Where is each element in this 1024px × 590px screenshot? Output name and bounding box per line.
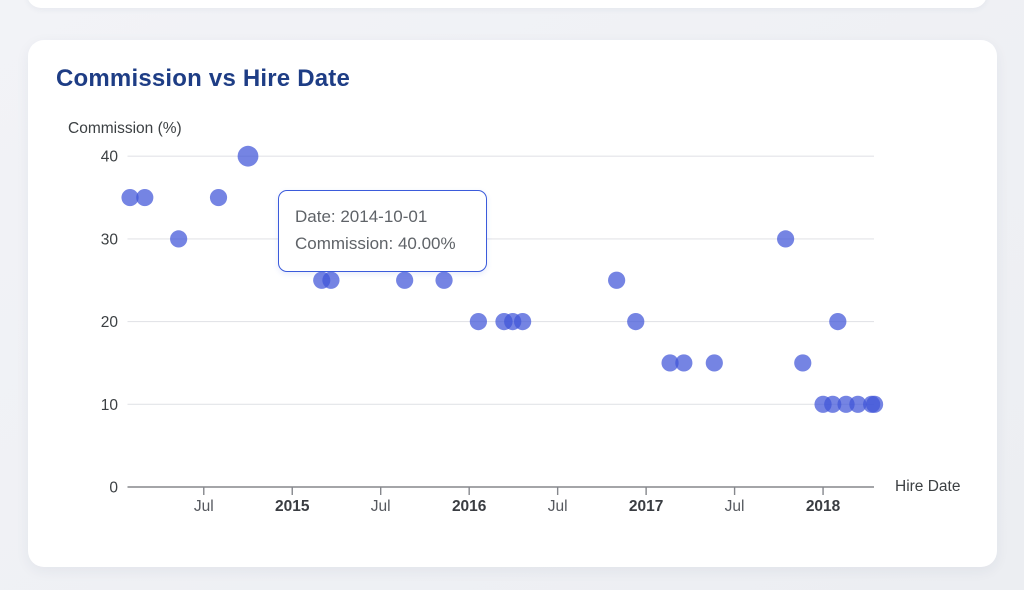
data-point[interactable]	[794, 354, 812, 372]
data-point[interactable]	[322, 271, 340, 289]
data-point[interactable]	[627, 313, 645, 331]
data-point[interactable]	[824, 395, 842, 413]
tooltip-commission-line: Commission: 40.00%	[295, 234, 456, 253]
y-tick-label-30: 30	[101, 231, 119, 248]
x-tick-label-Jul: Jul	[371, 498, 391, 515]
data-point[interactable]	[136, 188, 154, 207]
data-point[interactable]	[661, 354, 679, 372]
data-point[interactable]	[435, 271, 453, 289]
data-point[interactable]	[608, 271, 626, 289]
tooltip: Date: 2014-10-01 Commission: 40.00%	[278, 190, 487, 272]
y-tick-label-10: 10	[101, 397, 119, 414]
y-tick-label-40: 40	[101, 149, 119, 166]
x-tick-label-Jul: Jul	[548, 498, 568, 515]
data-point-highlighted[interactable]	[237, 145, 259, 167]
y-axis-title: Commission (%)	[68, 120, 182, 137]
y-tick-label-0: 0	[109, 480, 118, 497]
x-tick-label-2016: 2016	[452, 498, 487, 515]
data-point[interactable]	[829, 313, 847, 331]
data-point[interactable]	[469, 313, 487, 331]
data-point[interactable]	[514, 313, 532, 331]
data-point[interactable]	[170, 230, 188, 248]
data-point[interactable]	[777, 230, 795, 248]
data-point[interactable]	[705, 354, 723, 372]
tooltip-date-line: Date: 2014-10-01	[295, 207, 428, 226]
data-point[interactable]	[849, 395, 867, 413]
chart-title: Commission vs Hire Date	[56, 65, 351, 92]
x-tick-label-Jul: Jul	[194, 498, 214, 515]
x-tick-label-2017: 2017	[629, 498, 663, 515]
x-tick-label-Jul: Jul	[725, 498, 745, 515]
data-point[interactable]	[209, 188, 228, 207]
data-point[interactable]	[675, 354, 693, 372]
data-point[interactable]	[396, 271, 414, 289]
data-point[interactable]	[865, 395, 884, 413]
y-tick-label-20: 20	[101, 314, 119, 331]
scatter-chart: 0 10 20 30 40 Jul 2015 Jul 2016 Jul 2017 Jul 2018	[101, 145, 884, 515]
card-above-partial	[27, 0, 987, 8]
x-axis-title: Hire Date	[895, 478, 961, 495]
x-tick-label-2015: 2015	[275, 498, 310, 515]
x-tick-label-2018: 2018	[806, 498, 841, 515]
data-point[interactable]	[837, 395, 855, 413]
chart-card: Commission vs Hire Date Commission (%) 0…	[28, 40, 997, 567]
data-point[interactable]	[121, 188, 139, 207]
